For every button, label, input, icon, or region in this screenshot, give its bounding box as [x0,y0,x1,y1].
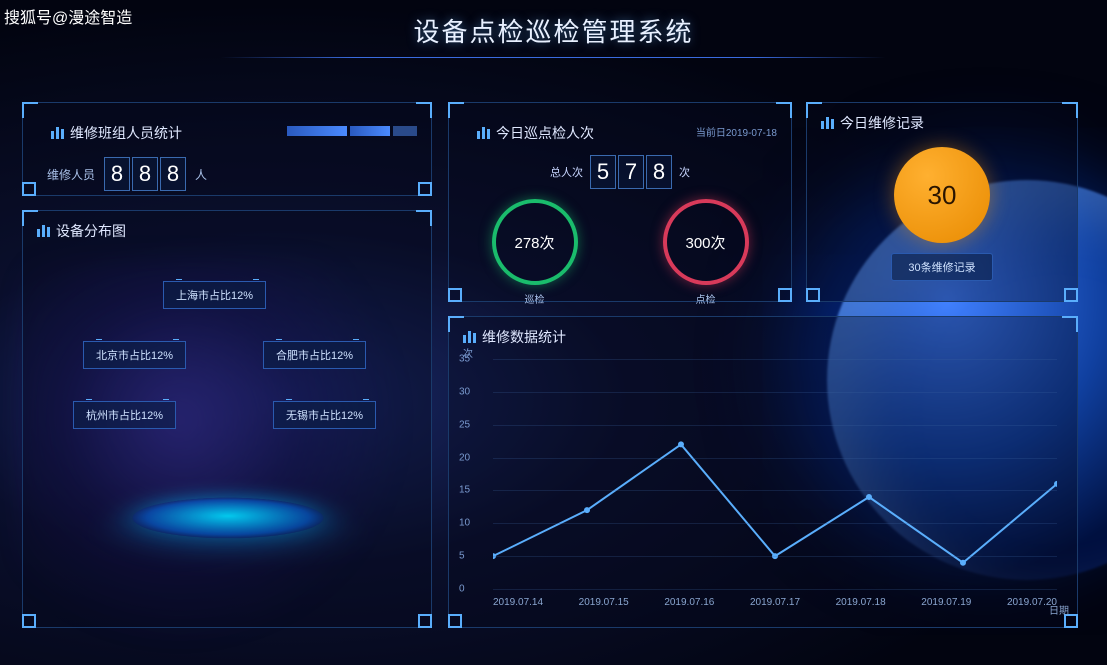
digit: 8 [104,157,130,191]
y-tick-label: 0 [459,584,465,595]
y-tick-label: 5 [459,551,465,562]
chart-panel-title: 维修数据统计 [449,317,1077,353]
staff-count-digits: 888 [103,157,187,191]
distribution-node[interactable]: 合肥市占比12% [263,341,366,369]
x-tick-label: 2019.07.15 [579,597,629,608]
x-tick-label: 2019.07.16 [664,597,714,608]
x-axis-labels: 2019.07.14 2019.07.15 2019.07.16 2019.07.17… [493,597,1057,608]
staff-count-label: 维修人员 [47,166,95,183]
total-count-digits: 578 [589,155,673,189]
distribution-node[interactable]: 北京市占比12% [83,341,186,369]
maintenance-chart-panel: 维修数据统计 次 05101520253035 2019.07.142019.0… [448,316,1078,628]
y-tick-label: 20 [459,452,470,463]
grid-line [493,392,1057,393]
ring-label: 点检 [663,291,749,306]
ring-label: 巡检 [492,291,578,306]
y-tick-label: 15 [459,485,470,496]
ring-value: 300次 [685,232,725,253]
y-tick-label: 30 [459,386,470,397]
grid-line [493,458,1057,459]
y-tick-label: 25 [459,419,470,430]
x-tick-label: 2019.07.19 [921,597,971,608]
title-decoration [287,126,417,136]
distribution-panel-title: 设备分布图 [23,211,431,247]
grid-line [493,589,1057,590]
current-date: 当前日2019-07-18 [696,124,777,139]
line-chart: 次 05101520253035 [493,359,1057,589]
distribution-panel: 设备分布图 上海市占比12% 北京市占比12% 合肥市占比12% 杭州市占比12% 无锡… [22,210,432,628]
grid-line [493,425,1057,426]
page-header: 设备点检巡检管理系统 [0,0,1107,70]
staff-count-unit: 人 [195,166,207,183]
source-watermark: 搜狐号@漫途智造 [4,4,132,28]
x-tick-label: 2019.07.14 [493,597,543,608]
bars-icon [477,127,490,139]
bars-icon [463,331,476,343]
distribution-node[interactable]: 上海市占比12% [163,281,266,309]
bars-icon [51,127,64,139]
patrol-ring: 278次 [492,199,578,285]
digit: 7 [618,155,644,189]
inspection-today-panel: 今日巡点检人次 当前日2019-07-18 总人次 578 次 278次巡检30… [448,102,792,302]
digit: 8 [646,155,672,189]
maintenance-records-panel: 今日维修记录 30 30条维修记录 [806,102,1078,302]
distribution-platform [123,498,333,539]
grid-line [493,556,1057,557]
total-count-label: 总人次 [550,164,583,180]
bars-icon [821,117,834,129]
distribution-node[interactable]: 无锡市占比12% [273,401,376,429]
bars-icon [37,225,50,237]
inspection-panel-title: 今日巡点检人次 [463,113,608,149]
x-tick-label: 2019.07.18 [836,597,886,608]
y-tick-label: 10 [459,518,470,529]
grid-line [493,359,1057,360]
digit: 5 [590,155,616,189]
view-maintenance-records-button[interactable]: 30条维修记录 [891,253,992,281]
grid-line [493,490,1057,491]
total-count-unit: 次 [679,164,690,180]
grid-line [493,523,1057,524]
digit: 8 [132,157,158,191]
spot-check-ring: 300次 [663,199,749,285]
maintenance-panel-title: 今日维修记录 [807,103,1077,139]
staff-panel-title: 维修班组人员统计 [37,113,196,149]
distribution-node[interactable]: 杭州市占比12% [73,401,176,429]
ring-value: 278次 [514,232,554,253]
maintenance-count-circle: 30 [894,147,990,243]
digit: 8 [160,157,186,191]
staff-stats-panel: 维修班组人员统计 维修人员 888 人 [22,102,432,196]
x-tick-label: 2019.07.17 [750,597,800,608]
x-axis-title: 日期 [1049,602,1069,617]
y-tick-label: 35 [459,354,470,365]
page-title: 设备点检巡检管理系统 [0,12,1107,49]
